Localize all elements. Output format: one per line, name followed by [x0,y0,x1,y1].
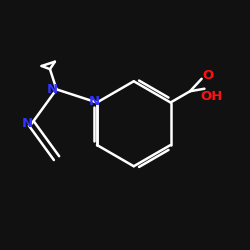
Text: N: N [88,95,100,108]
Text: N: N [22,117,33,130]
Text: N: N [47,83,58,96]
Text: O: O [202,69,213,82]
Text: OH: OH [200,90,223,102]
